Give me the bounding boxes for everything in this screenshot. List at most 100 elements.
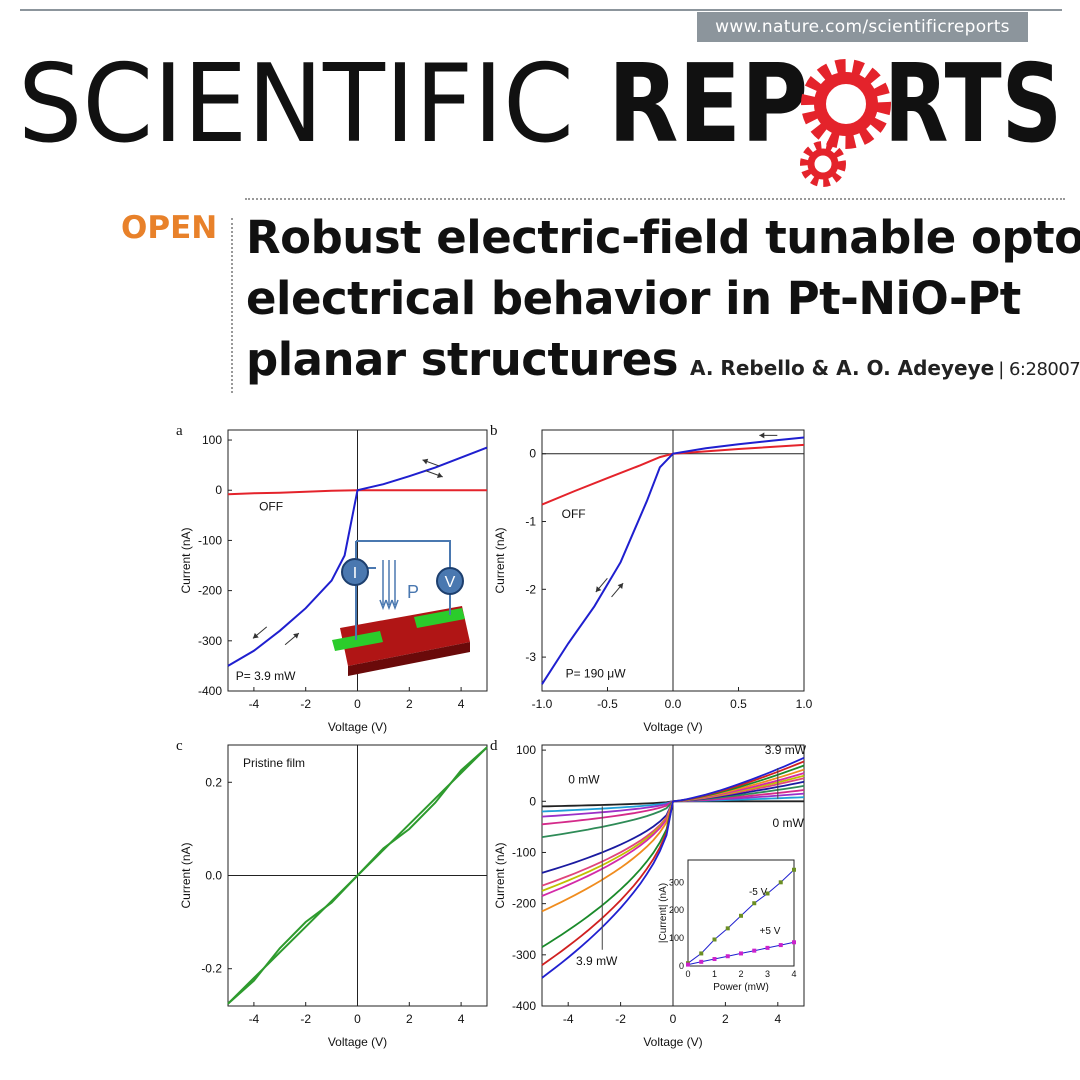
- pristine-label: Pristine film: [243, 756, 305, 770]
- sweep-arrow: [611, 582, 624, 598]
- arrow-head: [252, 632, 259, 639]
- power-series-curve: [541, 756, 805, 979]
- annotation-3-9mw-top: 3.9 mW: [765, 743, 807, 757]
- inset-marker: [725, 954, 730, 959]
- y-tick-label: 0: [215, 483, 222, 497]
- inset-marker: [712, 957, 717, 962]
- light-ray-head: [385, 599, 393, 611]
- inset-y-tick-label: 200: [669, 905, 684, 915]
- arrow-head: [759, 432, 765, 439]
- inset-y-axis-label: |Current| (nA): [658, 883, 669, 943]
- x-tick-label: 2: [406, 697, 413, 711]
- x-tick-label: -1.0: [532, 697, 553, 711]
- inset-x-tick-label: 1: [712, 969, 717, 979]
- annotation-0mw-right: 0 mW: [773, 816, 805, 830]
- y-tick-label: -200: [198, 584, 222, 598]
- x-tick-label: 1.0: [796, 697, 813, 711]
- journal-url[interactable]: www.nature.com/scientificreports: [697, 12, 1028, 42]
- light-ray-head: [391, 599, 399, 611]
- x-tick-label: -4: [249, 697, 260, 711]
- inset-marker: [699, 951, 704, 956]
- open-access-label: OPEN: [121, 210, 218, 246]
- arrow-head: [293, 633, 299, 639]
- x-tick-label: -2: [300, 697, 311, 711]
- x-tick-label: 0: [354, 697, 361, 711]
- inset-marker: [739, 913, 743, 918]
- x-tick-label: 4: [458, 1012, 465, 1026]
- y-tick-label: -0.2: [201, 962, 222, 976]
- masthead-scientific: SCIENTIFIC: [18, 46, 574, 167]
- y-tick-label: 0.2: [205, 775, 222, 789]
- y-axis-label: Current (nA): [179, 842, 193, 908]
- inset-x-tick-label: 2: [738, 969, 743, 979]
- title-side-divider: [231, 218, 233, 393]
- electrode-right: [414, 608, 465, 628]
- y-tick-label: -100: [198, 533, 222, 547]
- y-tick-label: -300: [198, 634, 222, 648]
- x-axis-label: Voltage (V): [643, 1035, 702, 1049]
- sweep-arrow: [284, 632, 300, 646]
- panel-label: d: [490, 738, 498, 754]
- article-citation: | 6:28007 2016: [998, 359, 1080, 380]
- y-tick-label: -200: [512, 897, 536, 911]
- inset-marker: [699, 959, 704, 964]
- masthead-rep: REP: [608, 46, 808, 167]
- device-schematic: I V P: [332, 540, 470, 676]
- inset-x-tick-label: 3: [765, 969, 770, 979]
- substrate-side: [348, 642, 470, 676]
- off-label: OFF: [259, 499, 283, 513]
- arrow-head: [422, 458, 429, 465]
- power-symbol: P: [407, 582, 419, 602]
- inset-marker: [686, 962, 690, 967]
- x-tick-label: -2: [615, 1012, 626, 1026]
- x-tick-label: 4: [774, 1012, 781, 1026]
- inset-y-tick-label: 100: [669, 933, 684, 943]
- sweep-arrow: [425, 470, 443, 479]
- title-divider: [245, 198, 1065, 200]
- title-line-1: Robust electric-field tunable opto-: [246, 211, 1080, 264]
- inset-y-tick-label: 300: [669, 877, 684, 887]
- header-rule: [20, 9, 1062, 11]
- x-tick-label: 4: [458, 697, 465, 711]
- y-tick-label: -300: [512, 948, 536, 962]
- masthead-rts: RTS: [884, 46, 1062, 167]
- y-tick-label: 100: [516, 743, 536, 757]
- inset-marker: [739, 951, 743, 956]
- x-tick-label: -2: [300, 1012, 311, 1026]
- x-tick-label: -4: [563, 1012, 574, 1026]
- y-tick-label: 0: [529, 447, 536, 461]
- article-title[interactable]: Robust electric-field tunable opto- elec…: [246, 207, 1080, 400]
- sweep-arrow: [759, 432, 778, 439]
- sweep-arrow: [595, 577, 608, 593]
- panel-label: b: [490, 423, 498, 439]
- article-authors[interactable]: A. Rebello & A. O. Adeyeye: [690, 356, 995, 380]
- sweep-arrow: [422, 458, 440, 467]
- annotation-3-9mw-bottom: 3.9 mW: [576, 954, 618, 968]
- y-tick-label: -100: [512, 845, 536, 859]
- arrow-head: [595, 586, 602, 593]
- inset-marker: [752, 901, 757, 906]
- y-tick-label: -2: [525, 582, 536, 596]
- ammeter-icon: [341, 558, 369, 586]
- inset-marker: [725, 926, 730, 931]
- sweep-arrow: [252, 626, 268, 639]
- inset-marker: [792, 940, 796, 945]
- x-axis-label: Voltage (V): [643, 720, 702, 734]
- on-curve: [227, 446, 488, 667]
- wire-top: [376, 540, 451, 568]
- y-tick-label: 0.0: [205, 869, 222, 883]
- voltmeter-label: V: [445, 574, 456, 591]
- y-axis-label: Current (nA): [179, 527, 193, 593]
- power-label: P= 3.9 mW: [236, 669, 296, 683]
- inset-marker: [778, 943, 783, 948]
- power-label: P= 190 μW: [566, 666, 627, 680]
- inset-x-tick-label: 0: [685, 969, 690, 979]
- x-tick-label: 0: [670, 1012, 677, 1026]
- on-curve: [541, 436, 805, 685]
- light-ray-head: [379, 599, 387, 611]
- inset-y-tick-label: 0: [679, 961, 684, 971]
- x-tick-label: -4: [249, 1012, 260, 1026]
- inset-label-neg: -5 V: [749, 887, 768, 898]
- y-tick-label: 100: [202, 433, 222, 447]
